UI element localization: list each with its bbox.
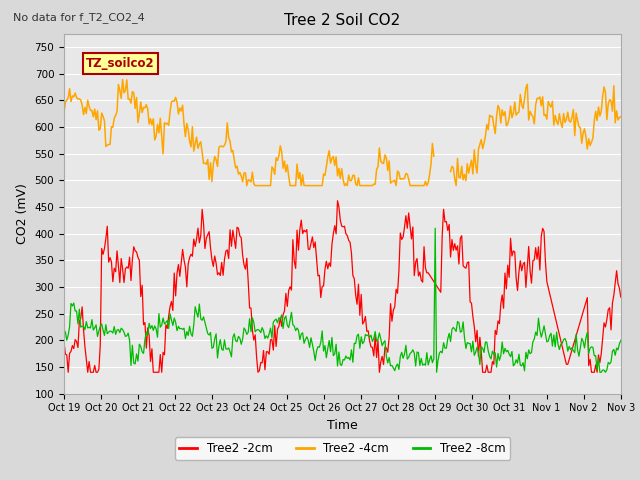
Text: TZ_soilco2: TZ_soilco2 [86,57,155,70]
Tree2 -8cm [241,327,249,333]
Title: Tree 2 Soil CO2: Tree 2 Soil CO2 [284,13,401,28]
X-axis label: Time: Time [327,419,358,432]
Tree2 -4cm [127,100,135,106]
Tree2 -2cm [282,290,290,296]
Line: Tree2 -8cm: Tree2 -8cm [64,228,621,372]
Tree2 -2cm [129,256,136,262]
Text: No data for f_T2_CO2_4: No data for f_T2_CO2_4 [13,12,145,23]
Tree2 -2cm [243,255,251,261]
Tree2 -2cm [617,294,625,300]
Tree2 -8cm [281,316,289,322]
Tree2 -4cm [410,183,418,189]
Tree2 -2cm [413,256,421,262]
Tree2 -8cm [431,226,439,231]
Tree2 -8cm [433,370,440,375]
Tree2 -8cm [468,349,476,355]
Y-axis label: CO2 (mV): CO2 (mV) [16,183,29,244]
Tree2 -2cm [65,370,72,375]
Tree2 -8cm [465,341,472,347]
Line: Tree2 -2cm: Tree2 -2cm [64,201,621,372]
Tree2 -4cm [617,114,625,120]
Tree2 -8cm [410,350,418,356]
Tree2 -8cm [127,362,135,368]
Tree2 -2cm [465,259,472,265]
Tree2 -4cm [281,158,289,164]
Tree2 -2cm [468,300,476,306]
Tree2 -2cm [333,198,341,204]
Tree2 -8cm [60,327,68,333]
Tree2 -4cm [463,161,471,167]
Tree2 -8cm [617,337,625,343]
Legend: Tree2 -2cm, Tree2 -4cm, Tree2 -8cm: Tree2 -2cm, Tree2 -4cm, Tree2 -8cm [175,437,510,460]
Tree2 -4cm [241,170,249,176]
Tree2 -4cm [60,110,68,116]
Tree2 -2cm [60,340,68,346]
Line: Tree2 -4cm: Tree2 -4cm [64,80,621,186]
Tree2 -4cm [467,164,474,169]
